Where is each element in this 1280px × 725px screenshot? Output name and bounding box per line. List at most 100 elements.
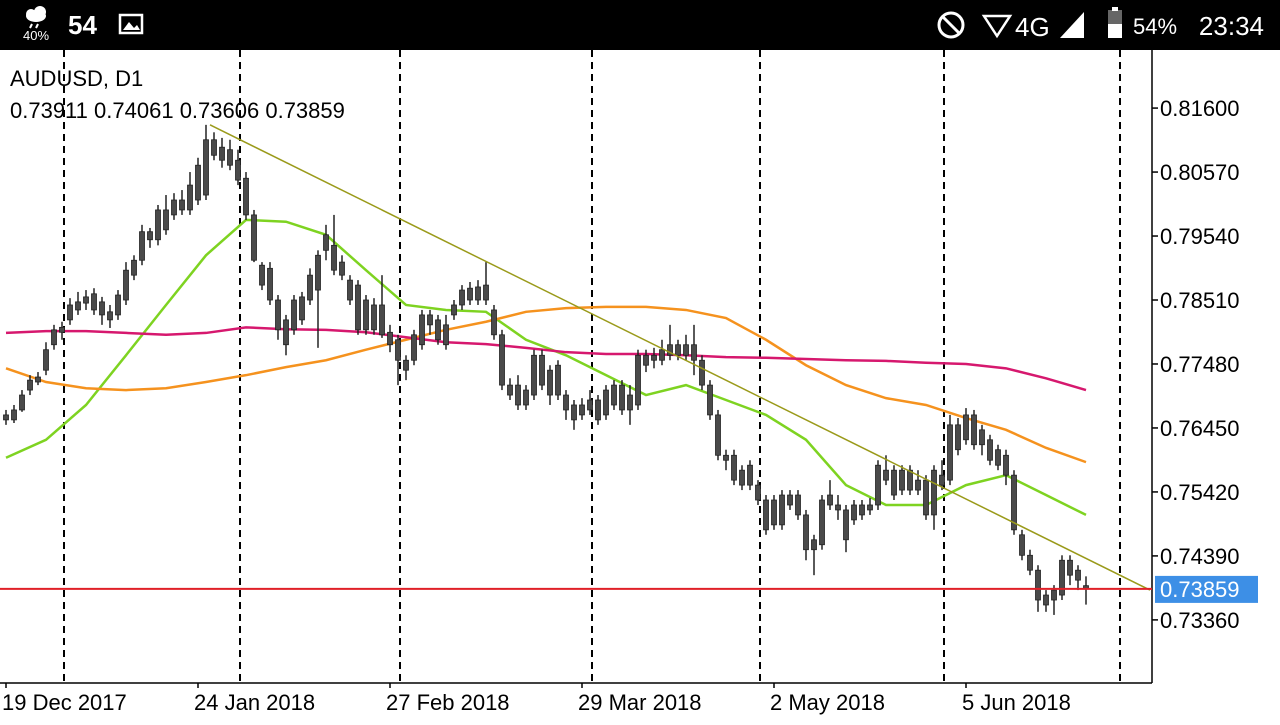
- candle-body: [75, 301, 81, 311]
- candle-body: [315, 254, 321, 291]
- candle-body: [571, 404, 577, 421]
- x-tick-label: 27 Feb 2018: [386, 690, 510, 715]
- candle-body: [339, 261, 345, 276]
- candle-body: [387, 331, 393, 346]
- candle-body: [347, 279, 353, 301]
- candle-body: [587, 399, 593, 411]
- candle-body: [979, 429, 985, 446]
- candle-body: [259, 264, 265, 286]
- candle-body: [299, 296, 305, 321]
- x-tick-label: 19 Dec 2017: [2, 690, 127, 715]
- candle-body: [859, 504, 865, 516]
- candle-body: [91, 293, 97, 311]
- candle-body: [651, 354, 657, 361]
- candle-body: [707, 384, 713, 416]
- candle-body: [115, 294, 121, 316]
- candle-body: [1019, 534, 1025, 556]
- candle-body: [251, 214, 257, 261]
- candle-body: [43, 349, 49, 371]
- candle-body: [323, 234, 329, 251]
- candle-body: [963, 414, 969, 441]
- high-label: 0.74061: [94, 98, 174, 123]
- candle-body: [643, 354, 649, 366]
- y-tick-label: 0.81600: [1160, 96, 1240, 121]
- y-tick-label: 0.75420: [1160, 480, 1240, 505]
- candle-body: [1043, 594, 1049, 606]
- candle-body: [19, 394, 25, 411]
- clock: 23:34: [1199, 11, 1264, 41]
- dnd-icon: [937, 11, 965, 39]
- candle-body: [3, 414, 9, 421]
- candle-body: [987, 439, 993, 461]
- y-tick-label: 0.79540: [1160, 224, 1240, 249]
- candle-body: [1003, 454, 1009, 476]
- candle-body: [11, 409, 17, 421]
- candle-body: [379, 304, 385, 336]
- battery-text: 54%: [1133, 14, 1177, 39]
- candle-body: [779, 494, 785, 526]
- x-tick-label: 24 Jan 2018: [194, 690, 315, 715]
- candle-body: [123, 269, 129, 301]
- candle-body: [475, 286, 481, 301]
- candle-body: [1075, 569, 1081, 581]
- moving-average: [5, 326, 1087, 392]
- candle-body: [227, 149, 233, 166]
- candle-body: [955, 424, 961, 451]
- candle-body: [875, 464, 881, 506]
- candle-body: [499, 334, 505, 386]
- bid-label: 0.73859: [1160, 577, 1240, 602]
- candle-body: [515, 384, 521, 406]
- candle-body: [907, 469, 913, 491]
- candle-body: [1067, 559, 1073, 576]
- candle-body: [755, 484, 761, 501]
- ohlc-readout: 0.73911 0.74061 0.73606 0.73859: [10, 98, 345, 123]
- candle-body: [491, 309, 497, 336]
- candle-body: [899, 469, 905, 491]
- candle-body: [155, 209, 161, 241]
- candle-body: [83, 296, 89, 304]
- candle-body: [947, 424, 953, 481]
- candle-body: [891, 469, 897, 496]
- moving-average: [5, 218, 1087, 517]
- candle-body: [795, 494, 801, 516]
- candle-body: [1051, 589, 1057, 601]
- candle-body: [803, 514, 809, 551]
- candle-body: [739, 469, 745, 486]
- candle-body: [483, 284, 489, 301]
- candle-body: [659, 349, 665, 361]
- candle-body: [99, 301, 105, 316]
- bid-label-box: [1155, 575, 1258, 603]
- candle-body: [67, 304, 73, 321]
- candle-body: [579, 404, 585, 416]
- candle-body: [195, 164, 201, 201]
- candle-body: [203, 139, 209, 196]
- candle-body: [627, 394, 633, 411]
- candle-body: [923, 479, 929, 516]
- candle-body: [419, 314, 425, 346]
- signal-icon: [1060, 12, 1084, 38]
- y-tick-label: 0.78510: [1160, 288, 1240, 313]
- low-label: 0.73606: [180, 98, 260, 123]
- candle-body: [771, 499, 777, 526]
- candle-body: [59, 326, 65, 333]
- candle-body: [603, 389, 609, 416]
- candle-body: [539, 354, 545, 386]
- y-tick-label: 0.76450: [1160, 416, 1240, 441]
- temperature: 54: [68, 10, 97, 40]
- candle-body: [563, 394, 569, 411]
- candle-body: [931, 469, 937, 516]
- candle-body: [131, 259, 137, 276]
- candle-body: [395, 339, 401, 361]
- candle-body: [915, 479, 921, 491]
- candle-body: [715, 414, 721, 456]
- candle-body: [435, 319, 441, 341]
- x-tick-label: 5 Jun 2018: [962, 690, 1071, 715]
- candle-body: [691, 344, 697, 361]
- candle-body: [411, 334, 417, 361]
- candle-body: [1011, 474, 1017, 531]
- candle-body: [1059, 559, 1065, 596]
- candle-body: [427, 314, 433, 326]
- trendline: [209, 124, 1151, 591]
